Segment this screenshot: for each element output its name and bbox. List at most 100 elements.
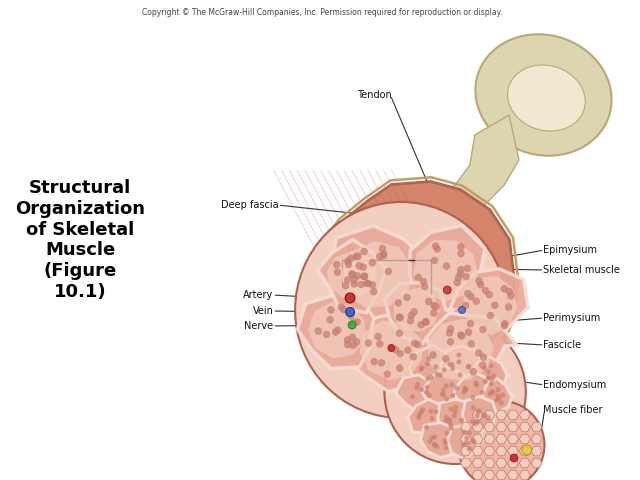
Circle shape	[488, 391, 492, 396]
Circle shape	[369, 281, 376, 288]
Circle shape	[438, 372, 442, 377]
Circle shape	[404, 347, 412, 354]
Circle shape	[442, 438, 447, 444]
Polygon shape	[408, 399, 451, 433]
Polygon shape	[422, 367, 468, 416]
Circle shape	[476, 410, 481, 415]
Circle shape	[450, 362, 455, 367]
Circle shape	[495, 393, 500, 398]
Circle shape	[483, 379, 488, 384]
Circle shape	[376, 253, 383, 260]
Circle shape	[426, 376, 430, 381]
Circle shape	[450, 366, 455, 371]
Circle shape	[371, 288, 377, 295]
Circle shape	[463, 387, 468, 392]
Circle shape	[449, 426, 454, 431]
Circle shape	[454, 385, 460, 391]
Circle shape	[510, 454, 518, 462]
Polygon shape	[461, 446, 471, 456]
Circle shape	[458, 266, 464, 273]
Circle shape	[486, 375, 491, 380]
Circle shape	[353, 338, 360, 346]
Text: Endomysium: Endomysium	[543, 380, 607, 390]
Circle shape	[467, 320, 474, 327]
Polygon shape	[520, 422, 530, 432]
Circle shape	[358, 281, 365, 288]
Polygon shape	[508, 422, 518, 432]
Circle shape	[361, 248, 367, 255]
Polygon shape	[308, 182, 514, 415]
Circle shape	[344, 336, 351, 344]
Polygon shape	[484, 422, 495, 432]
Circle shape	[420, 407, 425, 412]
Circle shape	[433, 434, 437, 439]
Circle shape	[424, 425, 429, 430]
Circle shape	[449, 382, 454, 387]
Circle shape	[434, 409, 438, 414]
Circle shape	[351, 276, 358, 283]
Circle shape	[431, 257, 438, 264]
Polygon shape	[472, 410, 483, 420]
Circle shape	[468, 293, 474, 300]
Polygon shape	[415, 310, 517, 396]
Circle shape	[444, 415, 449, 420]
Polygon shape	[298, 296, 374, 369]
Circle shape	[411, 308, 417, 315]
Circle shape	[479, 326, 486, 333]
Circle shape	[422, 318, 429, 325]
Circle shape	[447, 362, 452, 367]
Circle shape	[435, 444, 439, 449]
Circle shape	[474, 420, 479, 426]
Polygon shape	[508, 434, 518, 444]
Circle shape	[476, 408, 481, 413]
Circle shape	[420, 278, 427, 285]
Circle shape	[449, 407, 454, 412]
Circle shape	[487, 312, 494, 319]
Circle shape	[349, 342, 356, 349]
Circle shape	[470, 438, 476, 443]
Circle shape	[410, 395, 415, 399]
Circle shape	[350, 320, 357, 326]
Circle shape	[468, 340, 475, 348]
Circle shape	[360, 264, 367, 271]
Circle shape	[410, 353, 417, 360]
Circle shape	[348, 312, 355, 320]
Circle shape	[415, 382, 420, 387]
Polygon shape	[531, 458, 542, 468]
Circle shape	[462, 302, 469, 309]
Circle shape	[458, 250, 465, 257]
Circle shape	[408, 312, 415, 319]
Circle shape	[429, 375, 433, 380]
Circle shape	[486, 375, 491, 380]
Polygon shape	[447, 269, 528, 344]
Polygon shape	[508, 410, 518, 420]
Circle shape	[295, 202, 507, 418]
Circle shape	[374, 333, 381, 340]
Circle shape	[355, 252, 362, 260]
Circle shape	[369, 259, 376, 266]
Circle shape	[444, 384, 449, 388]
Circle shape	[421, 283, 428, 290]
Polygon shape	[317, 240, 386, 312]
Circle shape	[442, 355, 449, 362]
Circle shape	[458, 401, 545, 480]
Polygon shape	[508, 446, 518, 456]
Circle shape	[348, 321, 356, 329]
Circle shape	[379, 245, 386, 252]
Circle shape	[419, 365, 424, 371]
Polygon shape	[410, 226, 493, 312]
Circle shape	[371, 358, 378, 365]
Polygon shape	[461, 458, 471, 468]
Circle shape	[500, 285, 508, 292]
Ellipse shape	[298, 262, 337, 334]
Circle shape	[348, 270, 355, 277]
Circle shape	[415, 341, 421, 348]
Polygon shape	[472, 434, 483, 444]
Circle shape	[489, 363, 493, 368]
Circle shape	[441, 393, 446, 397]
Circle shape	[501, 322, 508, 329]
Circle shape	[432, 443, 437, 447]
Circle shape	[418, 321, 424, 328]
Circle shape	[361, 273, 368, 280]
Circle shape	[435, 372, 440, 376]
